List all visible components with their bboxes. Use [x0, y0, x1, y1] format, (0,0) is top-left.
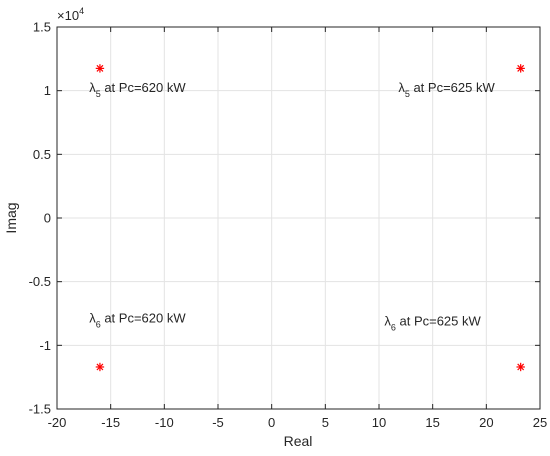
- x-tick-label: 0: [268, 415, 275, 430]
- axis-ticks: -20 -15 -10 -5 0 5 10 15 20 25 -1.5 -1 -0.5 0 0.5 1 1.5: [29, 20, 548, 431]
- y-tick-label: -0.5: [29, 274, 51, 289]
- y-tick-label: 1.5: [33, 20, 51, 35]
- data-point-marker: [516, 64, 525, 73]
- data-point-marker: [516, 362, 525, 372]
- x-tick-label: -20: [48, 415, 67, 430]
- y-axis-label: Imag: [3, 202, 19, 233]
- x-axis-label: Real: [284, 433, 313, 449]
- eigenvalue-annotation: λ5 at Pc=620 kW: [89, 80, 186, 99]
- y-tick-label: 0.5: [33, 147, 51, 162]
- x-tick-label: -10: [155, 415, 174, 430]
- eigenvalue-annotation: λ6 at Pc=620 kW: [89, 310, 186, 329]
- y-tick-label: -1: [39, 338, 51, 353]
- x-tick-label: 5: [322, 415, 329, 430]
- y-tick-label: -1.5: [29, 402, 51, 417]
- x-tick-label: 15: [425, 415, 439, 430]
- x-tick-label: 10: [372, 415, 386, 430]
- y-tick-label: 1: [44, 83, 51, 98]
- data-points: [95, 64, 525, 372]
- annotations: λ5 at Pc=620 kW λ5 at Pc=625 kW λ6 at Pc=6…: [89, 80, 495, 333]
- x-tick-label: -15: [101, 415, 120, 430]
- data-point-marker: [95, 362, 105, 372]
- y-tick-label: 0: [44, 211, 51, 226]
- x-tick-label: 20: [479, 415, 493, 430]
- eigenvalue-annotation: λ5 at Pc=625 kW: [398, 80, 495, 99]
- y-exponent-label: ×104: [57, 6, 84, 23]
- eigenvalue-annotation: λ6 at Pc=625 kW: [384, 314, 481, 333]
- x-tick-label: 25: [533, 415, 547, 430]
- x-tick-label: -5: [212, 415, 224, 430]
- data-point-marker: [95, 64, 105, 73]
